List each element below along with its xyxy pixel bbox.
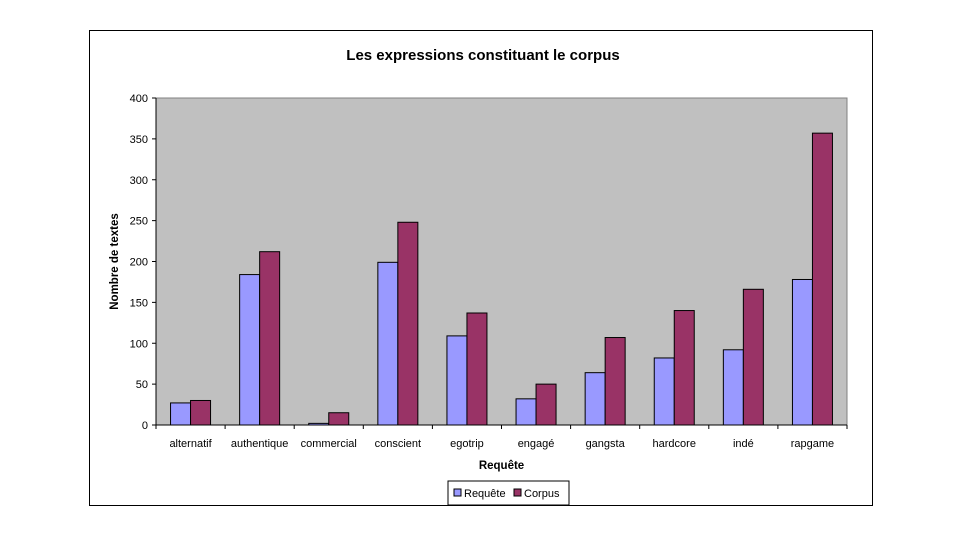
x-tick-label: engagé — [518, 438, 555, 450]
y-tick-label: 400 — [130, 93, 148, 105]
bar-corpus-3 — [397, 221, 419, 426]
x-tick-label: commercial — [301, 438, 357, 450]
bar-requête-9 — [791, 278, 813, 426]
bar-corpus-0 — [190, 399, 212, 426]
bar-requête-7 — [653, 357, 675, 426]
bar-corpus-6 — [604, 337, 626, 426]
bar-requête-5 — [515, 398, 537, 426]
x-tick-label: egotrip — [450, 438, 484, 450]
x-tick-label: hardcore — [653, 438, 696, 450]
y-tick-label: 350 — [130, 134, 148, 146]
bar-corpus-2 — [328, 412, 350, 426]
legend-swatch-requête — [453, 488, 462, 497]
x-tick-label: indé — [733, 438, 754, 450]
x-tick-label: authentique — [231, 438, 289, 450]
bar-requête-6 — [584, 372, 606, 426]
x-tick-label: gangsta — [586, 438, 626, 450]
chart-frame: Les expressions constituant le corpus 0 5… — [89, 30, 873, 506]
y-axis-title: Nombre de textes — [109, 213, 121, 310]
legend-swatch-corpus — [513, 488, 522, 497]
bar-corpus-1 — [259, 251, 281, 426]
bar-corpus-4 — [466, 312, 488, 426]
bar-chart: Les expressions constituant le corpus 0 5… — [109, 47, 848, 506]
chart-title: Les expressions constituant le corpus — [346, 47, 619, 64]
bar-requête-2 — [308, 422, 330, 426]
plot-area: 0 50 100 150 200 250 300 350 400 alternatif authen… — [130, 93, 848, 450]
legend: Requête Corpus — [447, 480, 570, 506]
bar-corpus-5 — [535, 383, 557, 426]
legend-box — [447, 480, 570, 506]
y-tick-label: 0 — [142, 420, 148, 432]
x-tick-label: alternatif — [169, 438, 212, 450]
legend-label-corpus: Corpus — [524, 488, 560, 500]
y-tick-label: 50 — [136, 379, 148, 391]
y-tick-label: 250 — [130, 216, 148, 228]
bar-corpus-9 — [811, 132, 833, 426]
bar-corpus-8 — [742, 288, 764, 426]
x-tick-label: conscient — [375, 438, 421, 450]
y-tick-label: 200 — [130, 257, 148, 269]
bar-corpus-7 — [673, 310, 695, 426]
bar-requête-1 — [239, 274, 261, 426]
y-tick-label: 100 — [130, 338, 148, 350]
bar-requête-8 — [722, 349, 744, 426]
bar-requête-0 — [170, 402, 192, 426]
y-tick-label: 300 — [130, 175, 148, 187]
y-tick-label: 150 — [130, 297, 148, 309]
legend-label-requête: Requête — [464, 488, 506, 500]
bar-requête-4 — [446, 335, 468, 426]
bar-requête-3 — [377, 261, 399, 426]
x-tick-label: rapgame — [791, 438, 834, 450]
x-axis-title: Requête — [479, 460, 524, 472]
